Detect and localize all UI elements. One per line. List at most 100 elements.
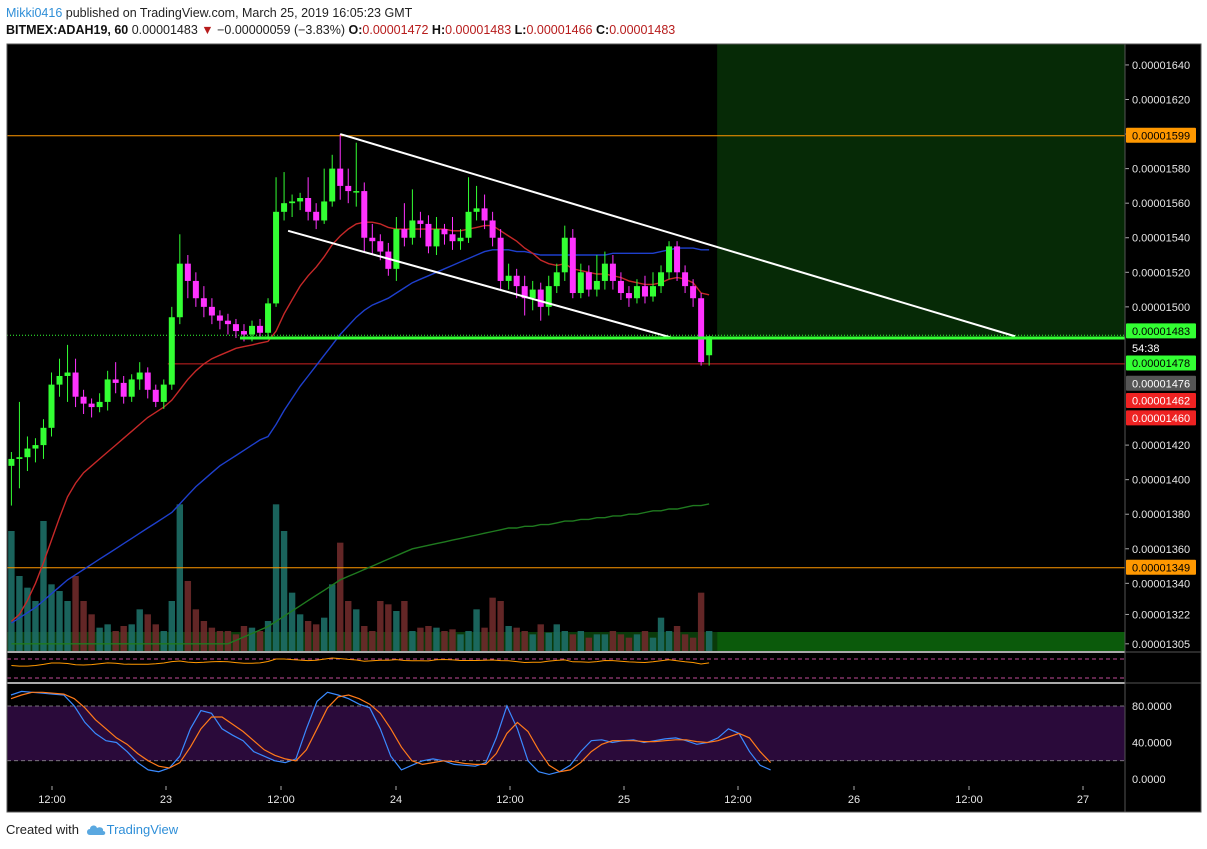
volume-bar (329, 584, 336, 651)
candle (48, 372, 55, 437)
candle-body (625, 293, 632, 299)
price-badge: 0.00001483 (1126, 323, 1196, 339)
volume-bar (144, 614, 151, 651)
stoch-band-fill (7, 706, 1125, 761)
candle (577, 263, 584, 299)
volume-bar (561, 631, 568, 651)
candle (216, 310, 223, 330)
volume-bar (465, 631, 472, 651)
ema-long-line (11, 247, 710, 624)
candle-body (112, 379, 119, 383)
volume-bar (296, 614, 304, 651)
price-tick-label: 0.00001360 (1132, 544, 1190, 556)
candle-body (706, 336, 713, 356)
price-tick-label: 0.00001420 (1132, 440, 1190, 452)
candle (609, 255, 616, 290)
candle (80, 389, 87, 414)
volume-bar (673, 626, 681, 651)
candle (192, 272, 199, 307)
volume-bar (224, 631, 232, 651)
candle-body (650, 286, 656, 297)
low-value: 0.00001466 (526, 23, 593, 37)
volume-bar (417, 627, 424, 651)
stoch-tick-label: 40.0000 (1132, 738, 1172, 750)
stoch-k-line (10, 690, 771, 776)
last-price: 0.00001483 (131, 23, 198, 37)
price-badge-bg (1126, 410, 1196, 426)
candle (345, 168, 352, 204)
candle-body (465, 211, 472, 238)
close-value: 0.00001483 (609, 23, 676, 37)
volume-bar (385, 604, 392, 651)
candle-body (208, 306, 215, 316)
candle (313, 203, 320, 230)
candle-body (128, 379, 135, 397)
candle-body (216, 315, 223, 321)
author-link[interactable]: Mikki0416 (6, 6, 63, 20)
candle (481, 194, 488, 230)
candle (513, 268, 520, 299)
candle-body (641, 286, 648, 297)
zone-layer (7, 44, 1125, 651)
published-text: published on TradingView.com, March 25, … (62, 6, 413, 20)
candle (329, 154, 336, 207)
price-badge-label: 0.00001483 (1132, 326, 1190, 338)
stoch-tick-label: 0.0000 (1132, 774, 1166, 786)
price-badge-label: 0.00001462 (1132, 396, 1190, 408)
volume-bar (216, 631, 224, 651)
candle (585, 265, 592, 297)
candle (593, 255, 600, 297)
candle (393, 217, 400, 281)
candle-body (40, 427, 47, 446)
rsi-pane-bg (7, 653, 1125, 682)
candle (409, 189, 416, 245)
candle-body (160, 384, 167, 402)
candle (473, 185, 480, 221)
price-badge: 0.00001462 (1126, 393, 1196, 409)
candle-body (232, 324, 239, 332)
candle (152, 384, 159, 408)
volume-bar (64, 601, 71, 651)
target-volume-zone (717, 632, 1125, 651)
time-tick-label: 24 (390, 794, 402, 806)
candle-body (273, 211, 280, 304)
candle-body (457, 237, 464, 242)
candle (305, 177, 312, 221)
tradingview-brand[interactable]: TradingView (106, 822, 179, 837)
candle (666, 241, 673, 280)
candle (706, 336, 713, 366)
candle (40, 419, 47, 459)
candle (633, 279, 640, 304)
candle (353, 142, 360, 207)
candle (257, 318, 264, 338)
price-badge-bg (1126, 340, 1196, 356)
candle (674, 241, 681, 281)
volume-bar (32, 601, 39, 651)
candle (337, 134, 344, 200)
candle-body (265, 303, 272, 333)
candle (521, 275, 528, 316)
candle-body (385, 251, 392, 269)
candle-body (505, 275, 512, 281)
time-tick-label: 12:00 (724, 794, 752, 806)
volume-bar (168, 601, 175, 651)
time-tick-label: 12:00 (267, 794, 295, 806)
price-badge: 0.00001599 (1126, 127, 1196, 143)
chart-header: Mikki0416 published on TradingView.com, … (6, 5, 675, 39)
price-tick-label: 0.00001500 (1132, 302, 1190, 314)
volume-bar (705, 631, 713, 651)
volume-bar (320, 617, 328, 651)
candle-body (136, 372, 143, 380)
candle (112, 362, 119, 394)
volume-bar (681, 634, 689, 651)
tradingview-cloud-icon (86, 825, 105, 835)
volume-bar (280, 531, 288, 651)
candle (369, 223, 376, 256)
candle-body (24, 448, 31, 458)
price-tick-label: 0.00001580 (1132, 164, 1190, 176)
created-with-text: Created with (6, 822, 79, 837)
volume-bar (569, 634, 576, 651)
rsi-line (11, 657, 710, 667)
volume-bar (96, 627, 103, 651)
